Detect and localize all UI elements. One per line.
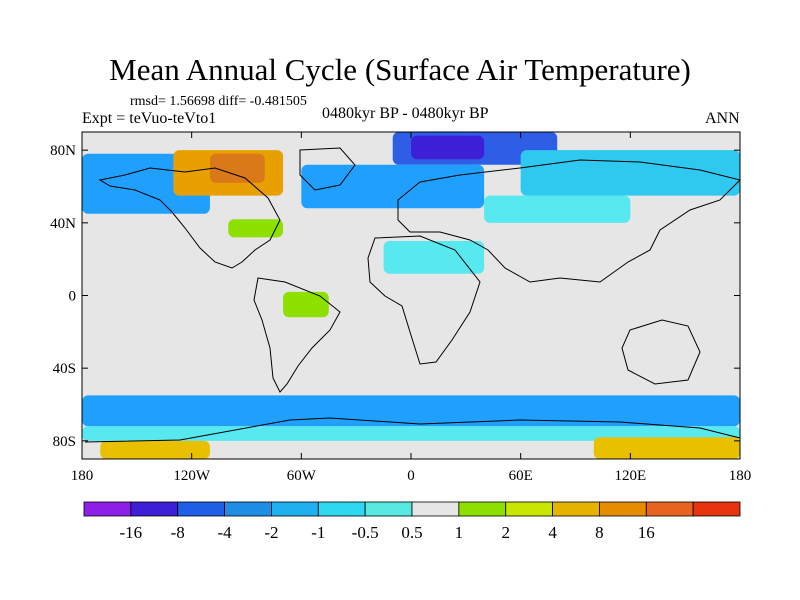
colorbar-label: -0.5 [352,523,379,542]
colorbar-label: -4 [217,523,232,542]
coastline-antarctica [84,417,741,443]
region-antarctica-warm-west [100,440,210,459]
coastline-north-america [98,167,281,269]
colorbar-label: 1 [455,523,464,542]
lon-label: 60W [287,468,317,484]
colorbar-label: 8 [595,523,604,542]
colorbar-swatch [692,501,741,517]
colorbar-label: 4 [548,523,557,542]
colorbar-label: -8 [171,523,185,542]
colorbar: -16 -8 -4 -2 -1 -0.5 0.5 1 2 4 8 16 [83,501,741,542]
stats-line: rmsd= 1.56698 diff= -0.481505 [130,94,307,109]
colorbar-label: 2 [501,523,510,542]
lon-label: 120W [173,468,211,484]
region-central-asia-cool [484,195,631,223]
colorbar-swatch [552,501,600,517]
colorbar-swatch [411,501,460,517]
colorbar-swatch [599,501,647,517]
lon-label: 180 [729,468,752,484]
coastline-africa [367,235,481,365]
lon-label: 60E [509,468,533,484]
colorbar-swatch [177,501,225,517]
coastline-greenland [299,147,356,191]
region-north-atlantic-cool [301,164,485,209]
colorbar-label: -2 [264,523,278,542]
lat-label: 0 [69,289,77,305]
colorbar-swatch [317,501,366,517]
lon-label: 180 [71,468,94,484]
coastline-australia [621,319,701,385]
region-eastern-us-mild [228,219,284,238]
colorbar-label: 16 [638,523,655,542]
coastlines [84,147,741,443]
colorbar-swatch [645,501,694,517]
region-sahara-cool [383,241,485,274]
map-axes: 80N 40N 0 40S 80S 180 120W 60W 0 60E 120E 180 [50,131,752,484]
region-arctic-cold-core [411,135,485,160]
lat-label: 40S [53,361,76,377]
colorbar-label: 0.5 [401,523,422,542]
coastline-eurasia [397,159,741,283]
lat-label: 80S [53,434,76,450]
region-canada-warm-core [209,153,265,183]
colorbar-label: -1 [311,523,325,542]
lat-label: 40N [50,216,76,232]
coastline-south-america [253,277,341,393]
colorbar-swatch [364,501,413,517]
colorbar-swatch [458,501,507,517]
region-antarctic-coast-cool [82,426,740,441]
lat-label: 80N [50,143,76,159]
colorbar-swatch [271,501,319,517]
chart-title: Mean Annual Cycle (Surface Air Temperatu… [109,52,691,87]
region-amazon-mild [283,291,329,318]
lon-label: 120E [614,468,646,484]
colorbar-swatch [505,501,553,517]
region-southern-ocean-cool [82,395,740,427]
colorbar-swatch [130,501,179,517]
map-plot-area [82,132,740,459]
colorbar-swatch [224,501,272,517]
experiment-label: Expt = teVuo-teVto1 [82,110,217,127]
period-label: 0480kyr BP - 0480kyr BP [322,105,489,122]
season-label: ANN [705,110,740,127]
region-siberia-cool [520,150,740,196]
region-antarctica-warm-east [593,437,740,459]
colorbar-swatch [83,501,132,517]
lon-label: 0 [407,468,415,484]
colorbar-label: -16 [120,523,143,542]
